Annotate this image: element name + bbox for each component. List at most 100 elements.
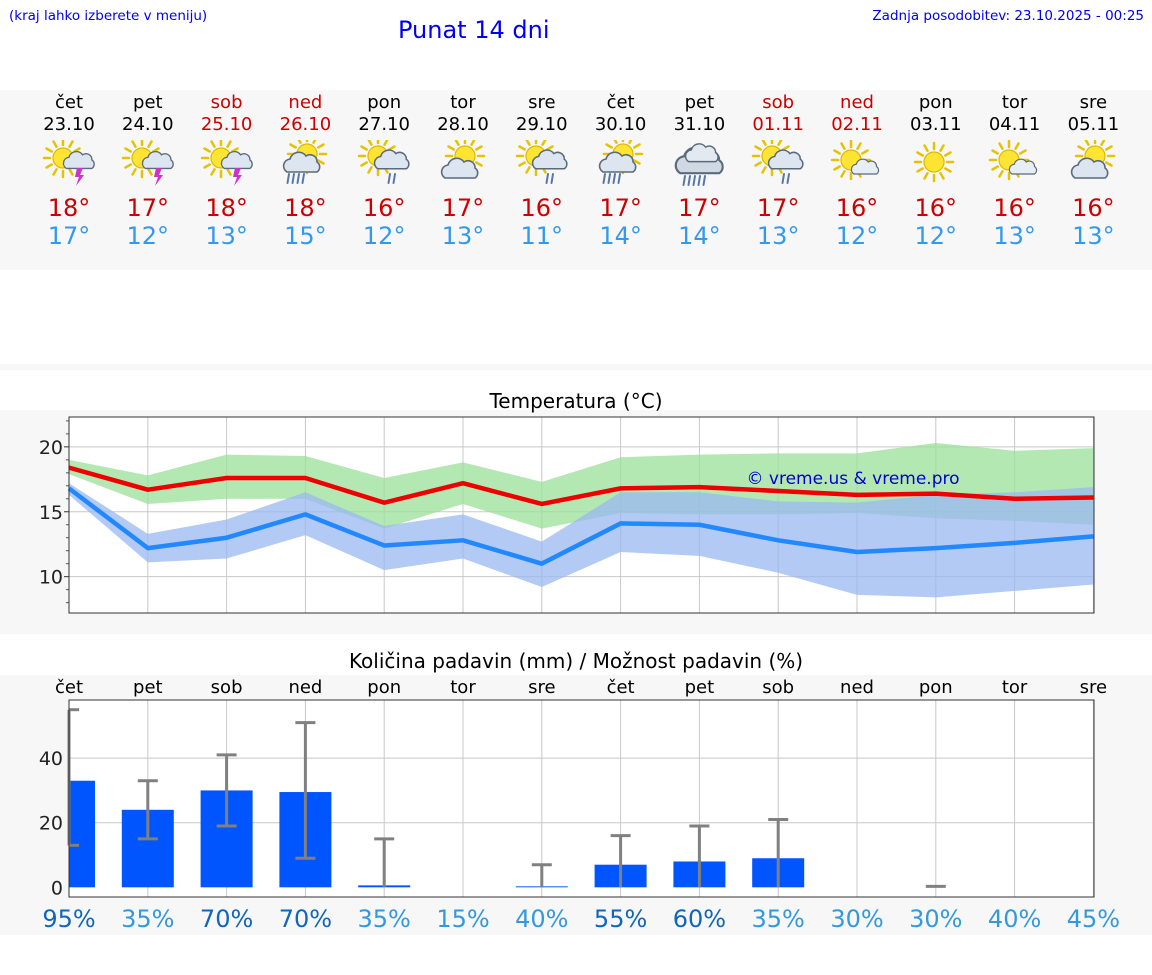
day-column: sre 05.11 16° 13° xyxy=(1053,92,1133,250)
max-temp: 16° xyxy=(520,194,564,222)
day-column: pon 03.11 16° 12° xyxy=(896,92,976,250)
y-tick-label: 40 xyxy=(39,748,63,770)
min-temp: 15° xyxy=(284,222,327,250)
sun-cloud-icon xyxy=(1053,140,1133,192)
min-temp: 12° xyxy=(835,222,879,250)
menu-hint[interactable]: (kraj lahko izberete v meniju) xyxy=(9,8,208,24)
day-name: pon xyxy=(918,92,953,113)
y-tick-label: 10 xyxy=(39,567,63,589)
sun-cloud-thunder-icon xyxy=(187,140,267,192)
day-column: tor 04.11 16° 13° xyxy=(975,92,1055,250)
min-temp: 13° xyxy=(441,222,485,250)
day-column: sob 01.11 17° 13° xyxy=(738,92,818,250)
y-tick-label: 20 xyxy=(39,813,63,835)
max-temp: 16° xyxy=(835,194,879,222)
min-temp: 13° xyxy=(205,222,248,250)
sun-cloud-rain-icon xyxy=(502,140,582,192)
x-tick-label: pet xyxy=(133,677,163,698)
y-tick-label: 0 xyxy=(51,877,63,899)
cloud-heavy-rain-icon xyxy=(659,140,739,192)
day-name: pet xyxy=(684,92,715,113)
day-date: 04.11 xyxy=(988,114,1041,135)
precip-probability: 15% xyxy=(436,905,489,933)
x-tick-label: tor xyxy=(1002,677,1028,698)
min-temp: 14° xyxy=(599,222,642,250)
x-tick-label: pon xyxy=(367,677,401,698)
watermark: © vreme.us & vreme.pro xyxy=(746,469,959,489)
day-column: čet 23.10 18° 17° xyxy=(29,92,109,250)
max-temp: 16° xyxy=(1072,194,1115,222)
day-column: sre 29.10 16° 11° xyxy=(502,92,582,250)
x-tick-label: sre xyxy=(528,677,555,698)
x-tick-label: čet xyxy=(607,677,635,698)
precip-probability: 30% xyxy=(830,905,883,933)
min-temp-line xyxy=(67,486,1094,566)
max-temp: 17° xyxy=(599,194,642,222)
day-name: čet xyxy=(54,92,84,113)
precip-bar xyxy=(69,780,95,888)
day-column: sob 25.10 18° 13° xyxy=(187,92,267,250)
day-name: tor xyxy=(450,92,476,113)
sun-cloud-heavy-rain-icon xyxy=(265,140,345,192)
day-name: čet xyxy=(606,92,635,113)
max-temp: 18° xyxy=(47,194,91,222)
max-temp: 18° xyxy=(284,194,327,222)
day-date: 01.11 xyxy=(752,114,804,135)
sun-cloud-icon xyxy=(423,140,503,192)
x-tick-label: ned xyxy=(840,677,874,698)
day-date: 25.10 xyxy=(200,114,253,135)
x-tick-label: ned xyxy=(288,677,322,698)
day-name: sob xyxy=(210,92,243,113)
precip-probability: 40% xyxy=(988,905,1041,933)
day-name: ned xyxy=(840,92,874,113)
min-temp: 12° xyxy=(126,222,170,250)
max-temp: 17° xyxy=(441,194,485,222)
day-date: 29.10 xyxy=(516,114,568,135)
x-tick-label: sob xyxy=(211,677,243,698)
y-tick-label: 20 xyxy=(39,437,63,459)
min-temp: 13° xyxy=(993,222,1036,250)
day-date: 31.10 xyxy=(673,114,726,135)
day-name: tor xyxy=(1001,92,1028,113)
precip-probability: 95% xyxy=(42,905,95,933)
day-name: sre xyxy=(1079,92,1108,113)
x-tick-label: pon xyxy=(919,677,953,698)
min-temp: 17° xyxy=(47,222,91,250)
sun-icon xyxy=(896,140,976,192)
day-date: 24.10 xyxy=(122,114,174,135)
day-date: 26.10 xyxy=(279,114,332,135)
sun-cloud-thunder-icon xyxy=(29,140,109,192)
min-temp: 12° xyxy=(362,222,406,250)
precip-probability: 40% xyxy=(515,905,568,933)
day-date: 03.11 xyxy=(910,114,962,135)
max-temp: 18° xyxy=(205,194,248,222)
plot-frame xyxy=(68,699,1095,898)
day-column: pet 24.10 17° 12° xyxy=(108,92,188,250)
day-date: 23.10 xyxy=(43,114,95,135)
day-column: ned 02.11 16° 12° xyxy=(817,92,897,250)
sun-cloud-heavy-rain-icon xyxy=(581,140,661,192)
precip-probability: 30% xyxy=(909,905,962,933)
temp-chart-title: Temperatura (°C) xyxy=(489,389,663,413)
min-temp: 13° xyxy=(756,222,800,250)
x-tick-label: sob xyxy=(762,677,794,698)
day-name: pon xyxy=(367,92,402,113)
day-column: ned 26.10 18° 15° xyxy=(265,92,345,250)
day-date: 02.11 xyxy=(831,114,883,135)
day-name: sre xyxy=(528,92,556,113)
x-tick-label: čet xyxy=(55,677,83,698)
plot-frame xyxy=(68,416,1095,614)
precip-probability: 70% xyxy=(279,905,332,933)
day-date: 05.11 xyxy=(1067,114,1120,135)
min-temp: 11° xyxy=(520,222,564,250)
temperature-chart: 10 15 20 © vreme.us & vreme.pro xyxy=(39,416,1095,614)
precip-probability: 35% xyxy=(121,905,174,933)
last-update: Zadnja posodobitev: 23.10.2025 - 00:25 xyxy=(872,8,1144,24)
day-column: čet 30.10 17° 14° xyxy=(581,92,661,250)
sun-cloud-rain-icon xyxy=(344,140,424,192)
max-temp: 16° xyxy=(362,194,406,222)
separator-band xyxy=(0,364,1152,370)
precip-probability: 35% xyxy=(358,905,411,933)
x-tick-label: sre xyxy=(1080,677,1107,698)
